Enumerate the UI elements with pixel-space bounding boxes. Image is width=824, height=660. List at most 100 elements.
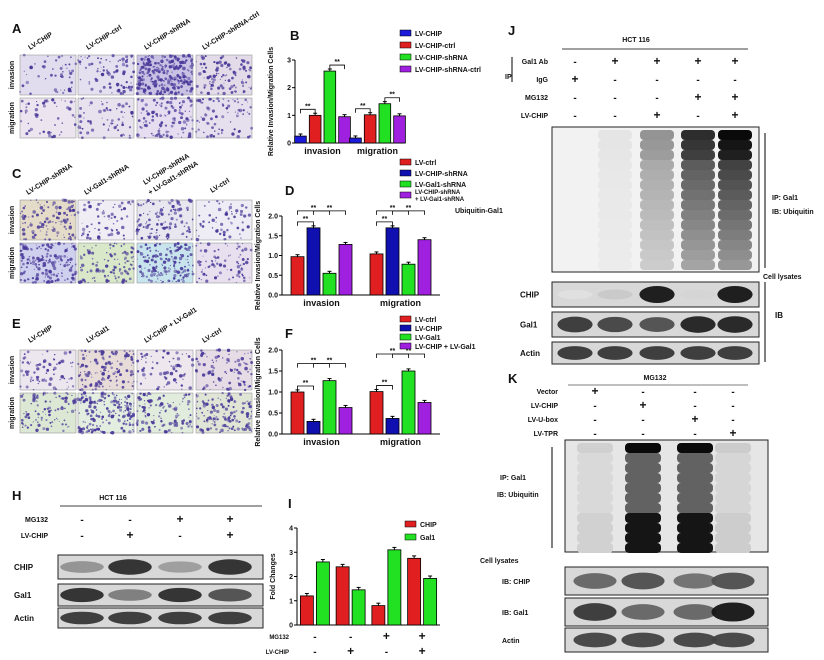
cell-dot [201, 66, 203, 69]
cell-dot [67, 206, 72, 210]
cell-dot [40, 258, 44, 262]
ubiquitin-smear [718, 190, 752, 200]
cell-dot [164, 114, 166, 116]
ubiquitin-smear [677, 543, 713, 553]
ubiquitin-smear [577, 513, 613, 523]
cell-dot [71, 273, 75, 277]
cell-dot [86, 271, 89, 273]
cell-dot [34, 234, 37, 236]
cell-dot [71, 113, 75, 117]
cell-dot [153, 243, 157, 247]
cell-dot [132, 70, 136, 74]
cell-dot [207, 265, 210, 269]
cell-dot [42, 353, 44, 355]
cell-dot [119, 408, 123, 412]
significance-label: ** [327, 205, 333, 212]
cell-dot [168, 201, 172, 205]
cell-dot [178, 64, 182, 68]
ubiquitin-smear [577, 443, 613, 453]
cell-dot [248, 418, 250, 420]
ubiquitin-smear [715, 463, 751, 473]
cell-dot [174, 249, 177, 253]
cell-dot [43, 220, 47, 224]
cell-dot [124, 59, 128, 64]
cell-dot [142, 98, 144, 101]
blot-label: Gal1 [14, 591, 32, 600]
cell-dot [228, 67, 232, 71]
cell-dot [223, 237, 226, 241]
cell-dot [86, 427, 89, 430]
cell-dot [206, 76, 210, 80]
cell-dot [86, 236, 90, 240]
condition-sign: + [347, 644, 354, 658]
cell-dot [148, 64, 151, 67]
bar [290, 256, 305, 296]
cell-dot [81, 227, 86, 232]
cell-dot [146, 123, 148, 125]
cell-dot [109, 86, 112, 89]
cell-dot [143, 212, 145, 215]
cell-dot [228, 401, 230, 404]
cell-dot [231, 418, 235, 422]
legend-label-line: LV-CHIP-shRNA [415, 190, 461, 196]
cell-dot [170, 365, 172, 367]
blot-band [158, 587, 202, 603]
cell-dot [50, 131, 52, 134]
cell-dot [188, 249, 191, 251]
cell-dot [152, 82, 155, 86]
cell-dot [69, 71, 73, 75]
cell-dot [128, 417, 132, 420]
cell-dot [116, 107, 118, 110]
cell-dot [55, 211, 58, 214]
cell-dot [103, 400, 105, 403]
cell-dot [120, 110, 123, 114]
blot-band [717, 316, 753, 333]
ubiquitin-smear [598, 170, 632, 180]
cell-dot [66, 388, 68, 390]
cell-dot [232, 70, 236, 74]
cell-dot [115, 412, 117, 415]
cell-dot [178, 261, 181, 264]
cell-dot [130, 364, 133, 366]
cell-dot [105, 369, 107, 371]
bar [338, 244, 353, 296]
cell-dot [115, 69, 119, 72]
blot-band [573, 573, 617, 589]
cell-dot [110, 122, 113, 125]
cell-dot [235, 212, 237, 214]
cell-dot [30, 199, 32, 201]
cell-dot [27, 257, 30, 261]
cell-dot [160, 409, 162, 412]
micrograph [194, 348, 254, 392]
cell-dot [49, 409, 52, 412]
cell-dot [157, 219, 160, 221]
cell-dot [80, 363, 85, 367]
cell-dot [101, 211, 105, 215]
cell-dot [87, 429, 91, 433]
cell-dot [73, 200, 75, 203]
cell-dot [207, 122, 210, 125]
cell-dot [137, 98, 140, 101]
cell-dot [152, 110, 156, 114]
cell-dot [164, 56, 166, 58]
ubiquitin-smear [677, 453, 713, 463]
cell-dot [227, 429, 229, 432]
row-label: invasion [9, 206, 16, 234]
cell-dot [249, 400, 252, 403]
cell-dot [168, 60, 172, 64]
cell-dot [100, 100, 103, 102]
cell-dot [120, 406, 123, 409]
cell-dot [62, 65, 64, 67]
cell-dot [130, 256, 134, 259]
cell-dot [171, 76, 174, 79]
ubiquitin-smear [677, 513, 713, 523]
cell-dot [136, 75, 138, 77]
cell-dot [110, 366, 113, 370]
cell-dot [48, 238, 51, 241]
cell-dot [102, 85, 106, 89]
cell-dot [32, 398, 36, 403]
cell-dot [71, 208, 76, 212]
ubiquitin-smear [598, 130, 632, 140]
cell-dot [110, 411, 112, 414]
cell-dot [34, 108, 38, 112]
